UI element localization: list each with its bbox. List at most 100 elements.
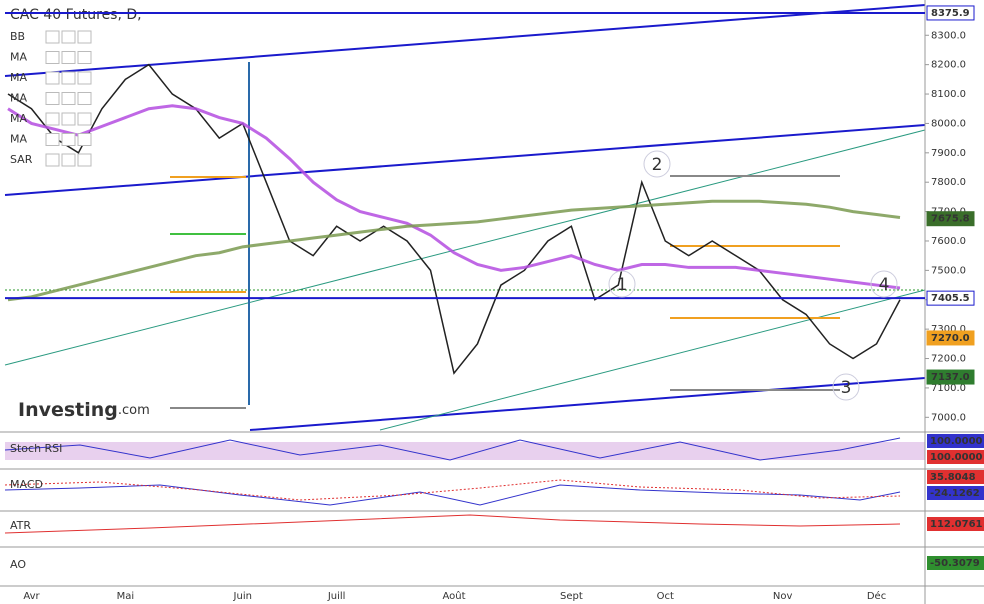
indicator-button	[77, 133, 92, 146]
price-tag-label: 7270.0	[931, 333, 970, 344]
trend-line	[249, 377, 926, 431]
panel-label: Stoch RSI	[10, 442, 62, 455]
stoch-line	[4, 437, 901, 461]
wave-circle	[608, 270, 636, 298]
indicator-button	[61, 112, 76, 126]
y-tick-label: 8200.0	[931, 60, 966, 71]
panel-reading: -24.1262	[930, 488, 980, 499]
wave-label: 2	[652, 155, 663, 175]
indicator-button	[61, 30, 76, 44]
indicator-button	[61, 153, 76, 167]
panel-reading-tag	[927, 486, 984, 500]
y-tick-label: 7600.0	[931, 236, 966, 247]
panel-reading-tag	[927, 434, 984, 448]
trend-line	[379, 289, 926, 431]
panel-reading: 112.0761	[930, 519, 983, 530]
indicator-button	[77, 71, 92, 85]
panel-reading-tag	[927, 556, 984, 570]
indicator-label: MA	[10, 71, 27, 84]
panel-reading: 100.0000	[930, 452, 983, 463]
logo: Investing.com	[18, 399, 150, 421]
indicator-button	[45, 92, 60, 105]
trend-line	[4, 129, 926, 366]
y-tick-label: 7500.0	[931, 265, 966, 276]
y-tick-label: 8300.0	[931, 30, 966, 41]
stoch-band	[5, 442, 925, 460]
panel-reading: -50.3079	[930, 558, 980, 569]
panel-reading-tag	[927, 470, 984, 484]
indicator-button	[45, 112, 60, 126]
y-tick-label: 8000.0	[931, 118, 966, 129]
wave-circle	[870, 270, 898, 298]
indicator-button	[45, 153, 60, 167]
x-tick-label: Avr	[23, 591, 40, 602]
y-tick-label: 7800.0	[931, 177, 966, 188]
indicator-label: SAR	[10, 153, 33, 166]
indicator-label: MA	[10, 92, 27, 105]
indicator-button	[45, 133, 60, 146]
indicator-label: MA	[10, 112, 27, 125]
chart-title: CAC 40 Futures, D,	[10, 7, 142, 23]
panel-reading: 100.0000	[930, 436, 983, 447]
price-tag	[926, 211, 975, 227]
macd-line	[4, 484, 901, 506]
indicator-button	[61, 71, 76, 85]
wave-label: 3	[841, 378, 852, 398]
x-tick-label: Nov	[773, 591, 793, 602]
atr-line	[4, 514, 901, 534]
series-line	[7, 199, 901, 302]
panel-reading-tag	[927, 450, 984, 464]
price-tag	[926, 330, 975, 346]
indicator-button	[45, 51, 60, 64]
wave-label: 1	[617, 275, 628, 295]
y-tick-label: 7300.0	[931, 324, 966, 335]
x-tick-label: Juin	[233, 591, 252, 602]
price-tag-label: 7675.8	[931, 214, 970, 225]
indicator-button	[61, 92, 76, 105]
price-tag-label: 8375.9	[931, 8, 970, 19]
indicator-button	[77, 112, 92, 126]
panel-reading-tag	[927, 517, 984, 531]
y-tick-label: 8100.0	[931, 89, 966, 100]
indicator-button	[61, 51, 76, 64]
trend-line	[4, 124, 926, 196]
y-tick-label: 7200.0	[931, 354, 966, 365]
indicator-button	[77, 51, 92, 64]
x-tick-label: Oct	[657, 591, 674, 602]
indicator-button	[45, 30, 60, 44]
series-line	[7, 104, 901, 290]
price-tag-label: 7137.0	[931, 372, 970, 383]
indicator-label: MA	[10, 133, 27, 146]
x-tick-label: Sept	[560, 591, 583, 602]
price-tag	[926, 5, 975, 21]
x-tick-label: Août	[442, 590, 465, 602]
x-tick-label: Déc	[867, 590, 886, 602]
trend-line	[4, 4, 926, 77]
x-tick-label: Juill	[327, 591, 346, 602]
indicator-label: BB	[10, 30, 25, 43]
series-line	[7, 63, 901, 375]
price-tag	[926, 290, 975, 306]
panel-label: AO	[10, 558, 26, 571]
indicator-button	[77, 153, 92, 167]
price-tag	[926, 369, 975, 385]
y-tick-label: 7100.0	[931, 383, 966, 394]
wave-circle	[832, 373, 860, 401]
indicator-label: MA	[10, 51, 27, 64]
indicator-button	[61, 133, 76, 146]
x-tick-label: Mai	[117, 591, 135, 602]
indicator-button	[77, 30, 92, 44]
y-tick-label: 7000.0	[931, 412, 966, 423]
y-tick-label: 7900.0	[931, 148, 966, 159]
wave-label: 4	[879, 275, 890, 295]
macd-signal	[4, 479, 901, 501]
price-tag-label: 7405.5	[931, 293, 970, 304]
indicator-button	[45, 71, 60, 85]
indicator-button	[77, 92, 92, 105]
panel-reading: 35.8048	[930, 472, 976, 483]
panel-label: ATR	[10, 519, 31, 532]
wave-circle	[643, 150, 671, 178]
panel-label: MACD	[10, 478, 43, 491]
